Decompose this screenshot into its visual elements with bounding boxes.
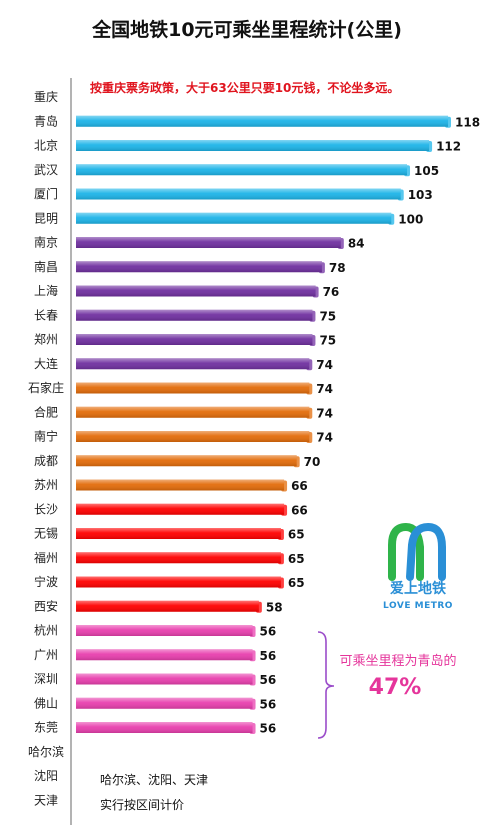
value-label: 65 xyxy=(288,576,305,590)
value-label: 56 xyxy=(260,697,277,711)
bar-shine xyxy=(76,212,392,224)
bars xyxy=(76,115,451,734)
category-label: 东莞 xyxy=(34,721,58,735)
bar-shine xyxy=(76,164,408,176)
category-label: 南昌 xyxy=(34,259,58,274)
category-label: 长春 xyxy=(34,308,58,322)
value-label: 58 xyxy=(266,600,283,614)
chart-title: 全国地铁10元可乘坐里程统计(公里) xyxy=(91,18,402,41)
value-label: 74 xyxy=(316,382,333,396)
bar-shine xyxy=(76,431,310,442)
bar-shine xyxy=(76,261,322,273)
value-label: 105 xyxy=(414,164,439,178)
bracket-percent: 47% xyxy=(369,675,422,700)
category-label: 成都 xyxy=(34,454,58,468)
value-label: 78 xyxy=(329,261,346,275)
value-label: 65 xyxy=(288,528,305,542)
bar-shine xyxy=(76,649,253,661)
category-label: 上海 xyxy=(34,283,58,298)
value-label: 118 xyxy=(455,115,480,129)
category-label: 佛山 xyxy=(34,696,58,710)
bar-shine xyxy=(76,479,285,491)
bar-shine xyxy=(76,528,281,539)
bottom-note-line1: 哈尔滨、沈阳、天津 xyxy=(100,772,208,787)
bar-shine xyxy=(76,576,281,588)
category-label: 合肥 xyxy=(34,404,58,419)
value-label: 56 xyxy=(260,722,277,736)
value-label: 103 xyxy=(408,188,433,202)
bar-shine xyxy=(76,625,253,636)
value-label: 56 xyxy=(260,649,277,663)
bar-shine xyxy=(76,140,430,151)
category-label: 武汉 xyxy=(34,163,58,177)
bar-shine xyxy=(76,309,313,321)
value-label: 76 xyxy=(323,285,340,299)
value-label: 56 xyxy=(260,673,277,687)
category-label: 石家庄 xyxy=(28,380,64,395)
category-label: 南宁 xyxy=(34,429,58,444)
bar-shine xyxy=(76,503,285,515)
category-label: 郑州 xyxy=(34,332,58,347)
value-label: 75 xyxy=(319,334,336,348)
bar-shine xyxy=(76,237,341,248)
category-labels: 重庆青岛北京武汉厦门昆明南京南昌上海长春郑州大连石家庄合肥南宁成都苏州长沙无锡福… xyxy=(28,90,64,807)
category-label: 福州 xyxy=(34,550,58,565)
value-label: 56 xyxy=(260,625,277,639)
category-label: 厦门 xyxy=(34,186,58,201)
value-label: 84 xyxy=(348,237,365,251)
category-label: 长沙 xyxy=(34,502,58,516)
category-label: 沈阳 xyxy=(34,768,58,783)
top-note: 按重庆票务政策，大于63公里只要10元钱，不论坐多远。 xyxy=(90,80,399,95)
category-label: 广州 xyxy=(34,648,58,662)
value-label: 66 xyxy=(291,503,308,517)
value-label: 112 xyxy=(436,140,461,154)
value-label: 66 xyxy=(291,479,308,493)
value-label: 100 xyxy=(398,212,423,226)
group-bracket xyxy=(317,631,335,739)
category-label: 杭州 xyxy=(34,623,58,638)
category-label: 南京 xyxy=(34,235,58,250)
category-label: 重庆 xyxy=(34,90,58,104)
category-label: 青岛 xyxy=(34,113,58,128)
category-label: 昆明 xyxy=(34,211,58,225)
bar-shine xyxy=(76,334,313,345)
category-label: 北京 xyxy=(34,139,58,153)
category-label: 深圳 xyxy=(34,672,58,686)
bar-shine xyxy=(76,552,281,564)
bottom-note-line2: 实行按区间计价 xyxy=(100,797,184,812)
value-label: 74 xyxy=(316,431,333,445)
value-label: 74 xyxy=(316,358,333,372)
bar-shine xyxy=(76,358,310,370)
love-metro-logo: 爱上地铁 LOVE METRO xyxy=(383,522,453,611)
bar-shine xyxy=(76,455,297,467)
logo-arch-green-icon xyxy=(388,522,424,581)
category-label: 哈尔滨 xyxy=(28,744,64,759)
logo-arch-blue-icon xyxy=(406,522,446,581)
category-label: 宁波 xyxy=(34,574,58,589)
bar-shine xyxy=(76,673,253,685)
bracket-label: 可乘坐里程为青岛的 xyxy=(339,653,456,669)
category-label: 无锡 xyxy=(34,526,58,541)
bar-shine xyxy=(76,406,310,418)
logo-name-cn: 爱上地铁 xyxy=(390,580,446,597)
value-label: 75 xyxy=(319,309,336,323)
bar-shine xyxy=(76,600,259,612)
bar-shine xyxy=(76,382,310,394)
bar-shine xyxy=(76,697,253,709)
category-label: 大连 xyxy=(34,356,58,371)
bar-shine xyxy=(76,722,253,733)
category-label: 天津 xyxy=(34,793,58,807)
logo-name-en: LOVE METRO xyxy=(383,601,453,611)
bar-shine xyxy=(76,115,448,127)
bar-shine xyxy=(76,285,316,297)
category-label: 西安 xyxy=(34,598,58,613)
value-label: 65 xyxy=(288,552,305,566)
value-label: 74 xyxy=(316,406,333,420)
value-label: 70 xyxy=(304,455,321,469)
bar-shine xyxy=(76,188,401,200)
category-label: 苏州 xyxy=(34,478,58,492)
